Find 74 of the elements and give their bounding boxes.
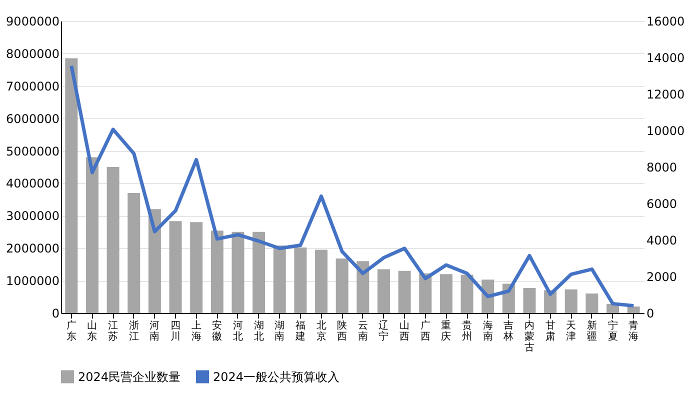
bar [356, 261, 370, 313]
bar [586, 294, 598, 313]
x-tick-label: 河南 [150, 320, 160, 342]
y-tick-label: 4000000 [6, 176, 60, 191]
y2-tick-label: 14000 [646, 51, 685, 65]
legend-label: 2024一般公共预算收入 [213, 370, 340, 384]
x-tick-label: 新疆 [586, 320, 597, 342]
bar [440, 274, 452, 313]
x-tick-label: 北京 [316, 320, 326, 342]
y-tick-label: 9000000 [6, 14, 60, 28]
bar [273, 246, 286, 313]
bar [190, 222, 203, 313]
bar [252, 232, 266, 313]
bar [86, 157, 98, 313]
bar [148, 209, 161, 313]
x-tick-label: 天津 [566, 320, 576, 342]
y2-tick-label: 0 [646, 306, 654, 320]
y-tick-label: 2000000 [6, 242, 60, 256]
bar [315, 250, 328, 313]
x-tick-label: 四川 [170, 320, 181, 342]
x-tick-label: 贵州 [462, 320, 472, 342]
bar [232, 232, 244, 313]
bar [65, 58, 78, 313]
bar [336, 258, 348, 313]
x-tick-label: 海南 [482, 320, 493, 342]
bar [210, 230, 224, 313]
y2-tick-label: 4000 [646, 234, 678, 248]
bar [523, 288, 536, 313]
x-tick-label: 甘肃 [545, 320, 556, 342]
x-tick-label: 内蒙古 [524, 320, 534, 354]
x-tick-label: 湖南 [274, 320, 285, 342]
x-tick-label: 浙江 [128, 320, 139, 342]
y2-tick-label: 12000 [646, 88, 685, 102]
y-tick-label: 5000000 [6, 144, 60, 158]
bar [398, 270, 411, 313]
y2-tick-label: 16000 [646, 14, 685, 28]
bar [294, 247, 307, 313]
y-tick-label: 3000000 [6, 209, 60, 224]
y-tick-label: 7000000 [6, 79, 60, 94]
bar [169, 221, 182, 313]
x-tick-label: 山东 [87, 320, 98, 342]
bar [377, 269, 390, 313]
legend-label: 2024民营企业数量 [78, 370, 181, 384]
x-tick-label: 广东 [66, 320, 76, 342]
y2-tick-label: 8000 [646, 160, 678, 174]
bar [128, 192, 140, 313]
x-tick-label: 青海 [628, 320, 639, 342]
y2-tick-label: 10000 [646, 124, 685, 138]
x-tick-label: 广西 [420, 320, 430, 342]
x-tick-label: 陕西 [337, 320, 348, 342]
x-tick-label: 河北 [232, 320, 243, 342]
bar [419, 273, 432, 313]
y-tick-label: 8000000 [6, 46, 60, 61]
x-tick-label: 安徽 [212, 320, 222, 342]
bar [460, 274, 474, 313]
x-tick-label: 云南 [358, 320, 368, 342]
y-tick-label: 0 [52, 306, 60, 320]
x-tick-label: 吉林 [502, 320, 514, 342]
x-tick-label: 重庆 [441, 320, 452, 342]
bar [106, 167, 120, 313]
x-tick-label: 福建 [294, 320, 306, 342]
x-tick-label: 宁夏 [608, 320, 618, 342]
x-tick-label: 上海 [191, 320, 202, 342]
bar [564, 289, 578, 313]
x-tick-label: 江苏 [108, 320, 118, 342]
x-tick-label: 山西 [400, 320, 410, 342]
x-tick-label: 辽宁 [378, 320, 389, 342]
line-series [70, 64, 636, 308]
bar [627, 306, 640, 313]
y2-tick-label: 6000 [646, 197, 678, 211]
x-tick-label: 湖北 [254, 320, 264, 342]
y-tick-label: 1000000 [6, 274, 60, 288]
y2-tick-label: 2000 [646, 270, 678, 284]
y-tick-label: 6000000 [6, 112, 60, 126]
